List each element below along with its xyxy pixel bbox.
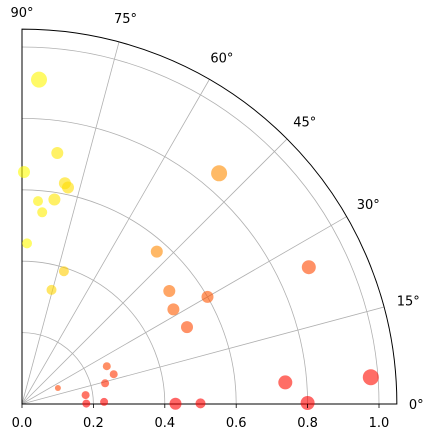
data-point [181,321,193,334]
data-point [82,399,91,408]
angular-tick-label: 45° [293,115,316,130]
data-point [195,398,206,409]
data-point [37,207,48,218]
tick-labels: 0.0 0.2 0.4 0.6 0.8 1.0 0° 15° 30° 45° 60° 75° 90° [10,6,423,431]
data-point [109,370,118,379]
data-point [300,396,315,410]
data-point [301,260,316,275]
data-point [163,285,176,297]
angular-tick-label: 30° [357,198,380,213]
data-point [46,284,57,295]
data-point [211,165,228,182]
angular-tick-label: 75° [114,12,137,27]
data-point [101,379,110,388]
data-point [201,290,214,303]
radial-tick-label: 0.0 [12,416,33,431]
angular-gridline [21,306,385,405]
grid [21,28,398,405]
radial-tick-label: 0.2 [83,416,104,431]
data-point [62,181,74,194]
data-point [48,193,61,206]
plot-frame [21,28,398,405]
data-point [33,196,43,207]
angular-tick-label: 15° [397,295,420,310]
data-point [102,362,111,371]
data-point [51,147,64,159]
data-point [167,303,180,316]
angular-gridline [21,138,288,405]
angular-gridline [21,216,347,405]
angular-tick-label: 60° [210,52,233,67]
radial-tick-label: 0.6 [226,416,247,431]
data-point [22,238,32,249]
radial-tick-label: 1.0 [369,416,390,431]
data-point [31,71,47,88]
data-point [81,391,90,400]
data-point [362,369,379,386]
data-points [18,71,379,410]
data-point [278,375,293,390]
data-point [18,166,30,178]
data-point [54,385,61,391]
data-point [58,266,69,277]
radial-tick-label: 0.8 [297,416,318,431]
data-point [169,397,182,410]
angular-gridline [21,79,210,405]
data-point [100,397,109,406]
angular-gridline [21,41,120,405]
radial-tick-label: 0.4 [154,416,175,431]
data-point [150,245,163,258]
angular-tick-label: 90° [10,6,33,21]
angular-tick-label: 0° [409,398,424,413]
